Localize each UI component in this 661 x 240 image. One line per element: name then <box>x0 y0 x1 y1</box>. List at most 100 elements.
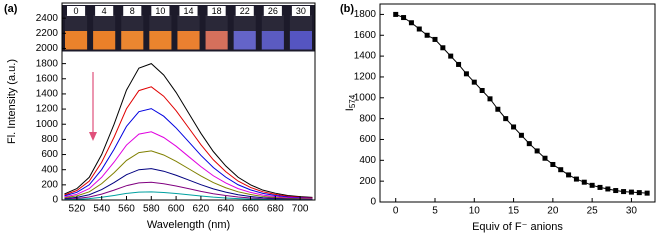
data-point <box>542 155 548 161</box>
data-line <box>64 63 313 198</box>
label-box <box>291 6 310 16</box>
data-point <box>526 141 532 147</box>
data-line <box>64 168 313 200</box>
y-tick-label: 400 <box>359 155 376 166</box>
y-tick-label: 200 <box>359 176 376 187</box>
inset-label: 14 <box>183 6 193 16</box>
data-point <box>597 184 603 190</box>
y-label-main: Fl. Intensity (a.u.) <box>6 59 18 144</box>
x-tick-label: 30 <box>626 206 638 217</box>
vial-liquid <box>93 31 116 50</box>
data-point <box>550 161 556 167</box>
vial-liquid <box>233 31 256 50</box>
data-point <box>432 36 438 42</box>
x-tick-label: 520 <box>69 204 86 215</box>
label-box <box>67 6 86 16</box>
label-box <box>207 6 226 16</box>
vial-liquid <box>149 31 172 50</box>
y-tick-label: 2400 <box>36 13 59 24</box>
x-tick-label: 560 <box>118 204 135 215</box>
data-point <box>518 132 524 138</box>
y-tick-label: 1000 <box>36 119 59 130</box>
y-axis-label: Fl. Intensity (a.u.) <box>6 59 18 144</box>
vial-liquid <box>177 31 200 50</box>
y-tick-label: 2200 <box>36 28 59 39</box>
y-tick-label: 0 <box>370 197 376 208</box>
y-tick-label: 1400 <box>354 51 377 62</box>
data-point <box>628 189 634 195</box>
label-box <box>95 6 114 16</box>
data-point <box>589 182 595 188</box>
label-box <box>151 6 170 16</box>
x-tick-label: 660 <box>242 204 259 215</box>
inset-label: 22 <box>240 6 250 16</box>
data-point <box>416 26 422 32</box>
y-tick-label: 600 <box>359 134 376 145</box>
data-point <box>463 71 469 77</box>
vial-liquid <box>121 31 144 50</box>
y-tick-label: 2000 <box>36 43 59 54</box>
data-point <box>644 190 650 196</box>
data-point <box>440 45 446 51</box>
data-point <box>503 116 509 122</box>
y-tick-label: 1800 <box>354 9 377 20</box>
plot-frame <box>61 2 316 201</box>
x-tick-label: 600 <box>168 204 185 215</box>
data-point <box>605 186 611 192</box>
y-label-sub: 574 <box>348 94 357 108</box>
data-point <box>534 148 540 154</box>
y-tick-label: 1600 <box>354 30 377 41</box>
inset-label: 26 <box>268 6 278 16</box>
panel-label: (a) <box>4 3 18 15</box>
y-tick-label: 800 <box>41 134 58 145</box>
data-point <box>424 32 430 38</box>
y-tick-label: 0 <box>52 195 58 206</box>
x-axis-label: Equiv of F⁻ anions <box>472 221 563 233</box>
data-point <box>573 176 579 182</box>
vial-liquid <box>205 31 228 50</box>
data-point <box>511 124 517 130</box>
inset-label: 10 <box>155 6 165 16</box>
y-tick-label: 1000 <box>354 92 377 103</box>
data-point <box>471 79 477 85</box>
data-point <box>558 167 564 173</box>
x-tick-label: 620 <box>193 204 210 215</box>
data-line <box>64 108 313 199</box>
x-tick-label: 10 <box>469 206 481 217</box>
data-point <box>393 11 399 17</box>
data-point <box>408 20 414 26</box>
y-tick-label: 1600 <box>36 73 59 84</box>
label-box <box>123 6 142 16</box>
inset-label: 18 <box>212 6 222 16</box>
y-label-main: I <box>344 108 356 111</box>
data-point <box>479 87 485 93</box>
x-tick-label: 20 <box>547 206 559 217</box>
label-box <box>263 6 282 16</box>
x-tick-label: 580 <box>143 204 160 215</box>
x-tick-label: 0 <box>393 206 399 217</box>
x-tick-label: 15 <box>508 206 520 217</box>
x-tick-label: 700 <box>292 204 309 215</box>
data-point <box>487 96 493 102</box>
inset-label: 8 <box>130 6 135 16</box>
plot-frame <box>379 3 656 203</box>
data-point <box>613 188 619 194</box>
vial-liquid <box>289 31 312 50</box>
data-line <box>64 86 313 199</box>
y-tick-label: 1800 <box>36 58 59 69</box>
inset-label: 0 <box>74 6 79 16</box>
x-tick-label: 680 <box>267 204 284 215</box>
label-box <box>235 6 254 16</box>
vial-liquid <box>65 31 88 50</box>
data-point <box>636 190 642 196</box>
y-tick-label: 1200 <box>354 72 377 83</box>
panel-label: (b) <box>340 3 354 15</box>
y-tick-label: 1400 <box>36 89 59 100</box>
data-point <box>495 106 501 112</box>
data-point <box>456 61 462 67</box>
label-box <box>179 6 198 16</box>
data-point <box>566 172 572 178</box>
y-axis-label: I574 <box>344 94 357 111</box>
y-tick-label: 200 <box>41 179 58 190</box>
x-tick-label: 25 <box>587 206 599 217</box>
